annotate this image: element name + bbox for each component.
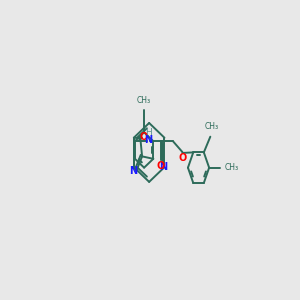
Text: CH₃: CH₃: [137, 96, 151, 105]
Text: O: O: [178, 153, 187, 164]
Text: H: H: [145, 128, 152, 137]
Text: N: N: [144, 135, 152, 145]
Text: N: N: [129, 166, 137, 176]
Text: O: O: [140, 132, 148, 142]
Text: CH₃: CH₃: [205, 122, 219, 131]
Text: N: N: [159, 162, 167, 172]
Text: O: O: [156, 161, 165, 171]
Text: CH₃: CH₃: [225, 163, 239, 172]
